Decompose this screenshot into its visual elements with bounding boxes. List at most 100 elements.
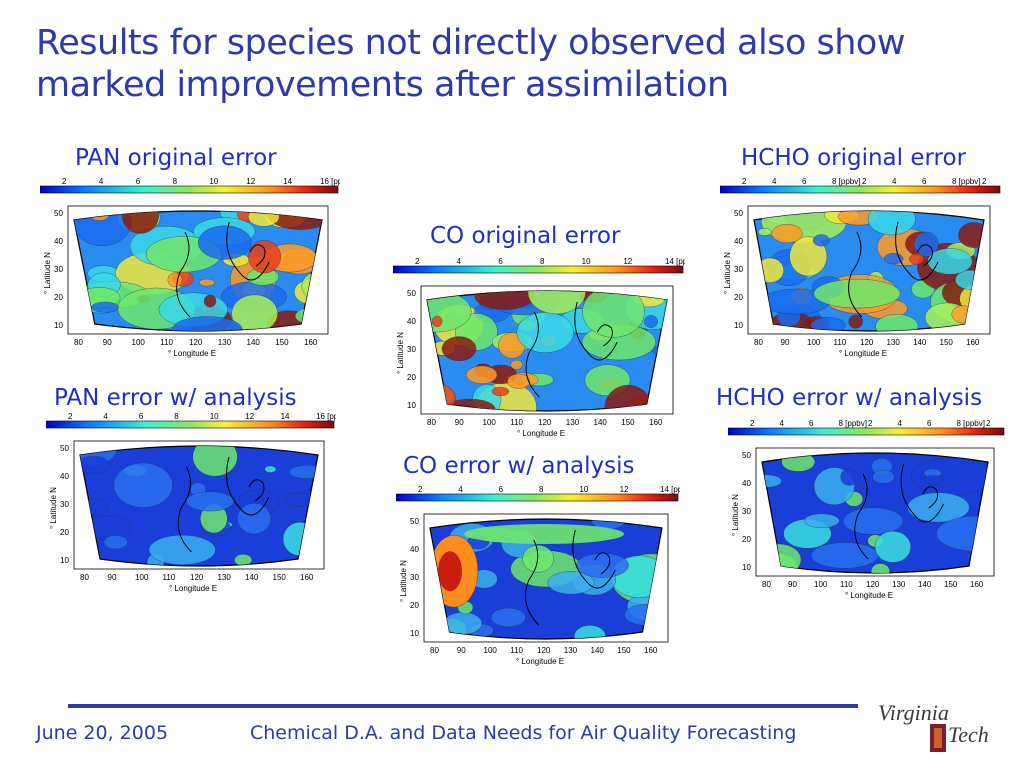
y-tick-label: 30 bbox=[742, 507, 751, 516]
colorbar-tick-label: 4 bbox=[772, 178, 777, 186]
y-tick-label: 50 bbox=[60, 444, 69, 453]
y-axis-label: ° Latitude N bbox=[396, 332, 405, 374]
colorbar-tick-label: 2 bbox=[418, 486, 423, 494]
y-tick-label: 10 bbox=[407, 401, 416, 410]
x-tick-label: 160 bbox=[966, 338, 980, 347]
contour-field bbox=[430, 519, 662, 639]
colorbar bbox=[39, 185, 339, 194]
y-tick-label: 30 bbox=[734, 265, 743, 274]
x-tick-label: 130 bbox=[218, 573, 232, 582]
x-tick-label: 140 bbox=[918, 580, 932, 589]
x-tick-label: 90 bbox=[455, 418, 464, 427]
colorbar-tick-label: 4 bbox=[457, 258, 462, 266]
pan-original-title: PAN original error bbox=[75, 145, 277, 171]
colorbar-tick-label: 6 bbox=[922, 178, 927, 186]
x-tick-label: 90 bbox=[457, 646, 466, 655]
colorbar bbox=[395, 493, 679, 502]
x-tick-label: 150 bbox=[275, 338, 289, 347]
colorbar-tick-label: 12 bbox=[245, 413, 254, 421]
colorbar-tick-label: 2 bbox=[415, 258, 420, 266]
x-tick-label: 150 bbox=[617, 646, 631, 655]
x-tick-label: 80 bbox=[762, 580, 771, 589]
footer-divider bbox=[68, 704, 858, 708]
pan-orig-map: 2 4 6 8 10 12 14 16 [ppbv] 50 40 30 20 10 80 90 100 110 1… bbox=[39, 177, 353, 358]
y-tick-label: 40 bbox=[410, 545, 419, 554]
x-tick-label: 160 bbox=[644, 646, 658, 655]
y-tick-label: 30 bbox=[54, 265, 63, 274]
y-tick-label: 50 bbox=[410, 517, 419, 526]
x-tick-label: 80 bbox=[754, 338, 763, 347]
colorbar-tick-label: 8 bbox=[540, 258, 545, 266]
y-tick-label: 10 bbox=[410, 629, 419, 638]
x-tick-label: 80 bbox=[74, 338, 83, 347]
x-axis-label: ° Longitude E bbox=[168, 349, 216, 358]
x-tick-label: 90 bbox=[108, 573, 117, 582]
logo-text-tech: Tech bbox=[948, 722, 988, 747]
colorbar-tick-label: 2 bbox=[986, 420, 991, 428]
colorbar-tick-label: 6 bbox=[498, 258, 503, 266]
colorbar-tick-label: 8 [ppbv] bbox=[952, 178, 980, 186]
x-tick-label: 130 bbox=[564, 646, 578, 655]
x-tick-label: 120 bbox=[189, 338, 203, 347]
colorbar-tick-label: 4 bbox=[780, 420, 785, 428]
colorbar bbox=[392, 265, 684, 274]
x-tick-label: 110 bbox=[510, 646, 523, 655]
y-axis-label: ° Latitude N bbox=[399, 560, 408, 602]
x-tick-label: 160 bbox=[649, 418, 663, 427]
y-axis-label: ° Latitude N bbox=[731, 494, 740, 536]
y-tick-label: 40 bbox=[407, 317, 416, 326]
slide-title: Results for species not directly observe… bbox=[36, 22, 996, 106]
footer-talk-title: Chemical D.A. and Data Needs for Air Qua… bbox=[250, 722, 797, 744]
x-tick-label: 130 bbox=[566, 418, 580, 427]
y-tick-label: 20 bbox=[410, 601, 419, 610]
coastline bbox=[854, 463, 945, 560]
colorbar-tick-label: 12 bbox=[623, 258, 632, 266]
pan-analysis-title: PAN error w/ analysis bbox=[54, 385, 297, 411]
y-tick-label: 40 bbox=[60, 472, 69, 481]
x-tick-label: 100 bbox=[807, 338, 821, 347]
x-tick-label: 120 bbox=[537, 646, 551, 655]
y-tick-label: 20 bbox=[54, 293, 63, 302]
x-axis-label: ° Longitude E bbox=[517, 429, 565, 438]
x-tick-label: 110 bbox=[834, 338, 847, 347]
colorbar-tick-label: 6 bbox=[139, 413, 144, 421]
colorbar-tick-label: 8 [ppbv] bbox=[957, 420, 985, 428]
colorbar-tick-label: 14 bbox=[283, 178, 292, 186]
title-line-1: Results for species not directly observe… bbox=[36, 23, 905, 63]
x-tick-label: 100 bbox=[132, 338, 146, 347]
colorbar-tick-label: 10 bbox=[209, 178, 218, 186]
x-axis-label: ° Longitude E bbox=[169, 584, 217, 593]
colorbar-tick-label: 6 bbox=[499, 486, 504, 494]
y-tick-label: 50 bbox=[54, 209, 63, 218]
x-tick-label: 120 bbox=[190, 573, 204, 582]
y-tick-label: 30 bbox=[60, 500, 69, 509]
y-tick-label: 10 bbox=[742, 563, 751, 572]
colorbar-tick-label: 10 bbox=[582, 258, 591, 266]
logo-shield-inner bbox=[934, 728, 942, 748]
y-tick-label: 20 bbox=[742, 535, 751, 544]
colorbar-tick-label: 6 bbox=[809, 420, 814, 428]
colorbar-tick-label: 6 bbox=[927, 420, 932, 428]
y-axis-label: ° Latitude N bbox=[49, 487, 58, 529]
co-orig-map: 2 4 6 8 10 12 14 [ppbv] 50 40 30 20 10 80 90 100 110 120… bbox=[392, 257, 698, 438]
colorbar-tick-label: 2 bbox=[982, 178, 987, 186]
colorbar-tick-label: 2 bbox=[62, 178, 67, 186]
colorbar-tick-label: 4 bbox=[99, 178, 104, 186]
x-tick-label: 110 bbox=[840, 580, 853, 589]
x-tick-label: 90 bbox=[781, 338, 790, 347]
coastline bbox=[176, 221, 270, 318]
colorbar-tick-label: 2 bbox=[868, 420, 873, 428]
coastline bbox=[177, 456, 270, 553]
x-tick-label: 150 bbox=[944, 580, 958, 589]
footer-date: June 20, 2005 bbox=[36, 722, 169, 744]
coastline bbox=[848, 221, 939, 318]
y-tick-label: 30 bbox=[410, 573, 419, 582]
colorbar-tick-label: 2 bbox=[68, 413, 73, 421]
x-tick-label: 130 bbox=[887, 338, 901, 347]
logo-text-virginia: Virginia bbox=[878, 700, 949, 725]
colorbar-tick-label: 12 bbox=[246, 178, 255, 186]
colorbar bbox=[727, 427, 1005, 436]
hcho-analysis-title: HCHO error w/ analysis bbox=[716, 385, 983, 411]
y-tick-label: 50 bbox=[407, 289, 416, 298]
